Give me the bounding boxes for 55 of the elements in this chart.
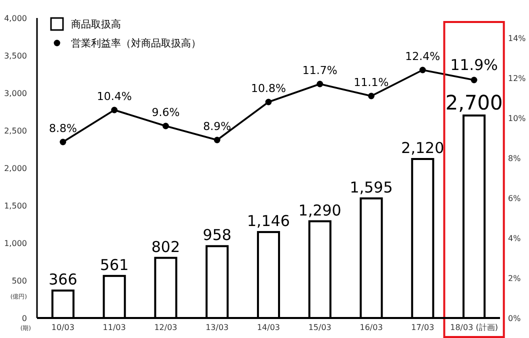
data-label: 2,120 bbox=[401, 139, 444, 157]
data-label: 1,290 bbox=[298, 201, 342, 220]
data-label: 11.7% bbox=[302, 64, 338, 77]
y2-tick-label: 2% bbox=[508, 274, 522, 283]
data-label: 11.9% bbox=[450, 56, 498, 74]
x-tick-label: 18/03 (計画) bbox=[450, 323, 498, 332]
point bbox=[214, 136, 220, 144]
x-tick-label: 17/03 bbox=[411, 323, 434, 332]
data-label: 11.1% bbox=[354, 76, 389, 89]
data-label: 802 bbox=[151, 238, 180, 256]
y-tick-label: 3,000 bbox=[4, 88, 27, 98]
y-tick-label: 1,500 bbox=[4, 201, 27, 210]
y2-tick-label: 8% bbox=[508, 154, 522, 163]
y-tick-label: 0 bbox=[22, 314, 27, 323]
y-tick-label: 1,000 bbox=[4, 238, 27, 248]
point bbox=[419, 66, 426, 74]
y2-tick-label: 10% bbox=[508, 114, 526, 123]
data-label: 1,146 bbox=[247, 212, 290, 230]
x-tick-label: 12/03 bbox=[154, 323, 178, 332]
data-label: 12.4% bbox=[405, 50, 440, 63]
x-tick-label: 15/03 bbox=[308, 323, 332, 332]
legend-label: 商品取扱高 bbox=[71, 18, 121, 30]
data-label: 10.4% bbox=[96, 90, 132, 103]
x-tick-label: 14/03 bbox=[256, 323, 280, 332]
point bbox=[111, 106, 118, 114]
data-label: 8.9% bbox=[203, 120, 232, 133]
x-tick-label: 11/03 bbox=[102, 323, 126, 332]
point bbox=[60, 138, 66, 146]
x-tick-label: 16/03 bbox=[360, 323, 383, 332]
data-label: 1,595 bbox=[350, 178, 393, 196]
data-label: 10.8% bbox=[251, 82, 286, 95]
y2-tick-label: 14% bbox=[508, 34, 526, 43]
y2-tick-label: 6% bbox=[508, 194, 522, 203]
point bbox=[316, 80, 324, 88]
y-tick-label: 3,500 bbox=[4, 51, 27, 60]
x-tick-label: 10/03 bbox=[51, 323, 74, 332]
y2-tick-label: 0% bbox=[508, 314, 522, 323]
point bbox=[265, 98, 272, 106]
y-tick-label: 4,000 bbox=[4, 14, 27, 23]
y-tick-label: 2,000 bbox=[4, 164, 27, 173]
point bbox=[162, 122, 169, 130]
legend-label: 営業利益率（対商品取扱高） bbox=[71, 38, 201, 50]
data-label: 561 bbox=[100, 256, 129, 274]
point bbox=[470, 76, 478, 84]
data-label: 958 bbox=[202, 226, 232, 244]
x-tick-label: 13/03 bbox=[206, 323, 229, 332]
data-label: 2,700 bbox=[445, 90, 503, 114]
y-tick-label: 2,500 bbox=[4, 126, 27, 136]
y2-tick-label: 4% bbox=[508, 234, 522, 243]
data-label: 366 bbox=[48, 270, 78, 289]
y-tick-label: 500 bbox=[12, 276, 27, 286]
data-label: 9.6% bbox=[152, 106, 180, 119]
point bbox=[368, 92, 374, 100]
data-label: 8.8% bbox=[48, 122, 77, 135]
y2-tick-label: 12% bbox=[508, 74, 526, 83]
